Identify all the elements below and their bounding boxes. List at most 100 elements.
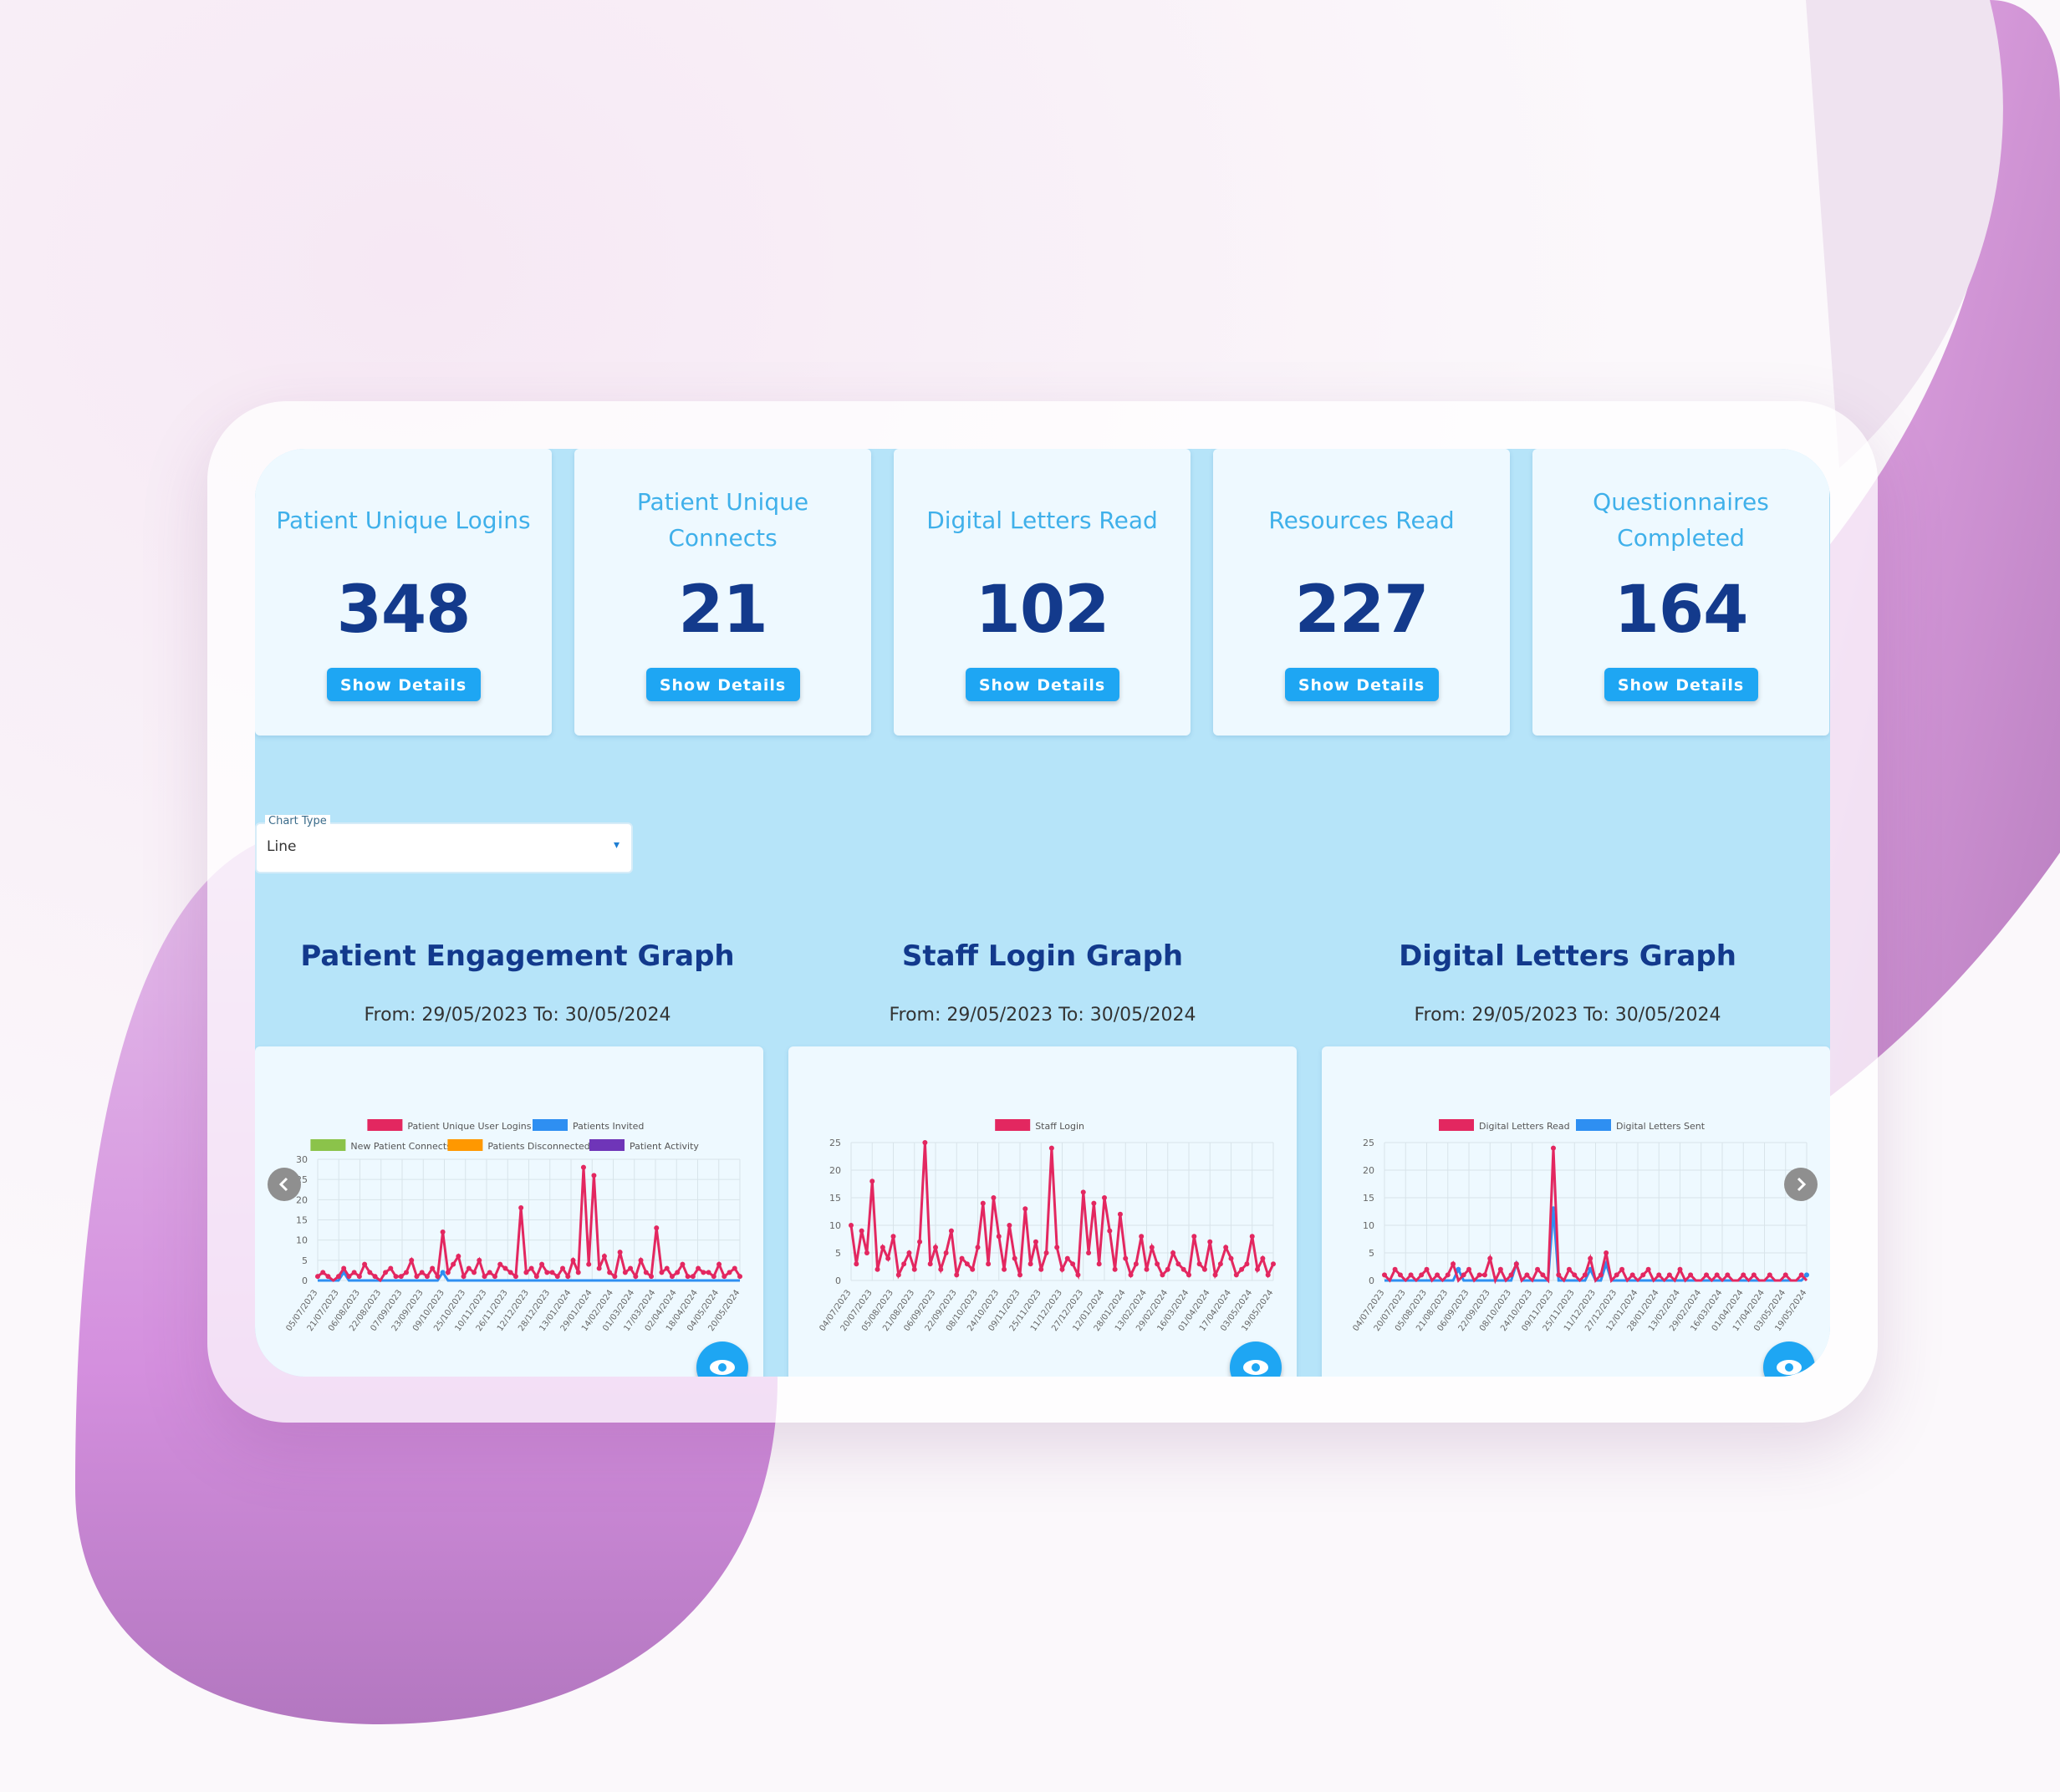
- data-point: [575, 1270, 581, 1275]
- carousel-prev-button[interactable]: [268, 1168, 301, 1201]
- data-point: [565, 1274, 571, 1280]
- data-point: [1054, 1245, 1060, 1250]
- data-point: [1540, 1272, 1546, 1278]
- show-details-button[interactable]: Show Details: [1284, 668, 1439, 701]
- y-tick-label: 15: [829, 1193, 841, 1204]
- graph-date-range: From: 29/05/2023 To: 30/05/2024: [1414, 1005, 1721, 1026]
- data-point: [864, 1250, 869, 1255]
- data-point: [1551, 1145, 1556, 1151]
- data-point: [1535, 1266, 1541, 1272]
- data-point: [1456, 1266, 1461, 1272]
- y-tick-label: 5: [835, 1248, 841, 1259]
- legend-swatch: [447, 1139, 483, 1151]
- data-point: [1260, 1255, 1266, 1261]
- data-point: [440, 1270, 446, 1275]
- graph-title-digital-letters: Digital Letters Graph: [1399, 939, 1736, 973]
- show-details-button[interactable]: Show Details: [965, 668, 1119, 701]
- data-point: [1102, 1195, 1107, 1200]
- y-tick-label: 20: [829, 1165, 841, 1176]
- data-point: [383, 1270, 389, 1275]
- chart-panel-digital-letters: Digital Letters Read Digital Letters Sent…: [1322, 1046, 1830, 1377]
- data-point: [1487, 1255, 1493, 1261]
- data-point: [1271, 1261, 1276, 1267]
- legend-label: Digital Letters Read: [1479, 1121, 1570, 1132]
- data-point: [737, 1274, 742, 1280]
- data-point: [1096, 1261, 1102, 1267]
- data-point: [722, 1274, 727, 1280]
- stat-card-patient-unique-logins: Patient Unique Logins 348 Show Details: [255, 449, 552, 736]
- stat-card-title: Patient Unique Logins: [276, 506, 531, 534]
- data-point: [874, 1266, 880, 1272]
- graph-date-range: From: 29/05/2023 To: 30/05/2024: [364, 1005, 671, 1026]
- data-point: [1677, 1266, 1683, 1272]
- data-point: [487, 1270, 492, 1275]
- chart-type-label: Chart Type: [265, 815, 330, 827]
- data-point: [1508, 1272, 1514, 1278]
- data-point: [1513, 1261, 1519, 1267]
- legend-label: Patients Disconnected: [487, 1141, 589, 1152]
- data-point: [959, 1255, 965, 1261]
- stat-card-patient-unique-connects: Patient Unique Connects 21 Show Details: [574, 449, 871, 736]
- data-point: [367, 1270, 373, 1275]
- data-point: [1804, 1272, 1809, 1278]
- chevron-left-icon: [278, 1177, 288, 1192]
- data-point: [1598, 1272, 1604, 1278]
- data-point: [351, 1270, 357, 1275]
- data-point: [1666, 1272, 1672, 1278]
- data-point: [716, 1261, 722, 1267]
- data-point: [1604, 1250, 1609, 1255]
- show-details-button[interactable]: Show Details: [645, 668, 800, 701]
- chart-type-select[interactable]: Chart Type Line ▾: [255, 815, 633, 873]
- data-point: [1419, 1272, 1425, 1278]
- stat-card-digital-letters-read: Digital Letters Read 102 Show Details: [894, 449, 1191, 736]
- chart-panel-staff-login: Staff Login 25 20 15 10 5 0 04/07/2023 20/07/202…: [788, 1046, 1297, 1377]
- data-point: [917, 1239, 923, 1245]
- data-point: [1481, 1272, 1487, 1278]
- legend-swatch: [310, 1139, 346, 1151]
- data-point: [1191, 1234, 1197, 1240]
- data-point: [601, 1254, 607, 1259]
- data-point: [492, 1274, 497, 1280]
- data-point: [1408, 1272, 1414, 1278]
- show-details-button[interactable]: Show Details: [1604, 668, 1758, 701]
- y-tick-label: 10: [296, 1235, 308, 1246]
- data-point: [901, 1261, 907, 1267]
- data-point: [341, 1265, 347, 1271]
- view-graph-button[interactable]: [696, 1341, 748, 1377]
- data-point: [1704, 1272, 1710, 1278]
- data-point: [1798, 1272, 1804, 1278]
- y-tick-label: 0: [302, 1275, 308, 1286]
- legend-swatch: [1439, 1119, 1474, 1131]
- graph-title-staff-login: Staff Login Graph: [901, 939, 1184, 973]
- data-point: [1048, 1145, 1054, 1151]
- legend-label: Staff Login: [1035, 1121, 1084, 1132]
- data-point: [528, 1265, 534, 1271]
- view-graph-button[interactable]: [1763, 1341, 1815, 1377]
- show-details-button[interactable]: Show Details: [326, 668, 481, 701]
- data-point: [1133, 1261, 1139, 1267]
- data-point: [1249, 1234, 1255, 1240]
- patient-engagement-chart: Patient Unique User Logins Patients Invit…: [284, 1119, 742, 1333]
- data-point: [346, 1274, 352, 1280]
- data-point: [1223, 1245, 1229, 1250]
- data-point: [1392, 1266, 1398, 1272]
- dropdown-arrow-icon: ▾: [613, 838, 620, 852]
- data-point: [933, 1245, 938, 1250]
- data-point: [885, 1255, 891, 1261]
- data-point: [880, 1245, 885, 1250]
- y-tick-label: 20: [296, 1194, 308, 1205]
- data-point: [403, 1270, 409, 1275]
- data-point: [419, 1270, 425, 1275]
- data-point: [320, 1270, 326, 1275]
- data-point: [1228, 1255, 1234, 1261]
- stat-card-value: 102: [975, 573, 1110, 648]
- data-point: [477, 1257, 482, 1263]
- data-point: [1207, 1239, 1213, 1245]
- data-point: [544, 1270, 550, 1275]
- y-tick-label: 30: [296, 1154, 308, 1165]
- data-point: [445, 1270, 451, 1275]
- data-point: [1075, 1272, 1081, 1278]
- carousel-next-button[interactable]: [1784, 1168, 1818, 1201]
- view-graph-button[interactable]: [1230, 1341, 1282, 1377]
- data-point: [1397, 1272, 1403, 1278]
